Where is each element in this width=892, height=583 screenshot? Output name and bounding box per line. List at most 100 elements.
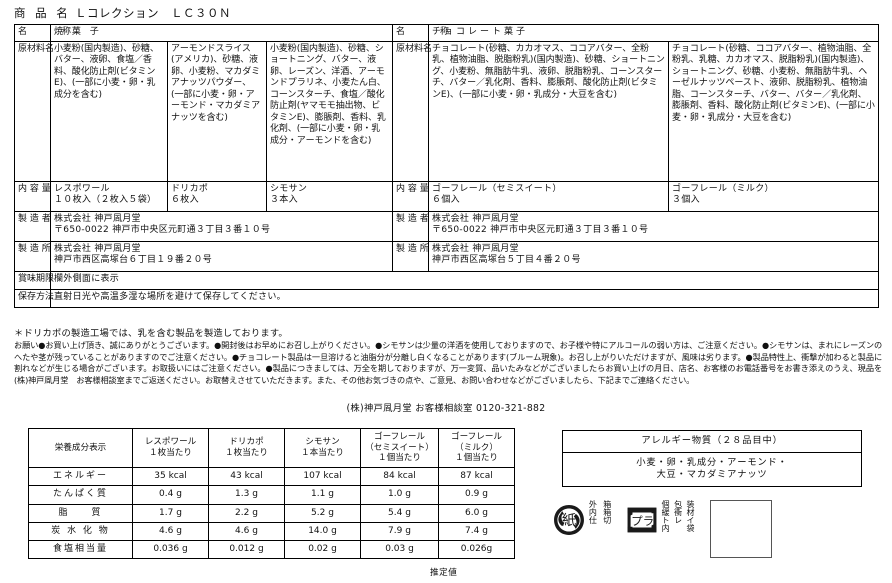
factory-right: 株式会社 神戸凮月堂 神戸市西区高塚台５丁目４番２０号 bbox=[428, 240, 880, 272]
nutrition-cell: 0.012 g bbox=[208, 540, 285, 560]
content-shimosan: シモサン ３本入 bbox=[265, 180, 394, 212]
row-header-best-before: 賞味期限 bbox=[14, 270, 54, 290]
nutrition-row-label: たんぱく質 bbox=[28, 485, 133, 505]
svg-text:紙: 紙 bbox=[562, 512, 576, 529]
content-dricapo: ドリカポ ６枚入 bbox=[167, 180, 267, 212]
manufacturer-left-name: 株式会社 神戸凮月堂 bbox=[54, 213, 141, 224]
storage-value: 直射日光や高温多湿な場所を避けて保存してください。 bbox=[49, 288, 880, 308]
allergy-items: 小麦・卵・乳成分・アーモンド・ 大豆・マカダミアナッツ bbox=[562, 451, 862, 487]
row-header-storage: 保存方法 bbox=[14, 288, 54, 308]
category-left: 焼 菓 子 bbox=[49, 24, 394, 42]
nutrition-cell: 7.9 g bbox=[360, 521, 439, 542]
row-header-manufacturer-right: 製 造 者 bbox=[392, 210, 430, 242]
nutrition-cell: 4.6 g bbox=[208, 521, 285, 542]
content-gaufrer-semisweet: ゴーフレール（セミスイート） ６個入 bbox=[428, 180, 670, 212]
allergy-title-row: アレルギー物質（２８品目中） bbox=[562, 430, 862, 453]
table-row: 炭 水 化 物 4.6 g 4.6 g 14.0 g 7.9 g 7.4 g bbox=[28, 521, 515, 542]
content-gaufrer-milk-name: ゴーフレール（ミルク） bbox=[672, 183, 774, 194]
nutrition-row-label: 脂 質 bbox=[28, 503, 133, 523]
table-row: エネルギー 35 kcal 43 kcal 107 kcal 84 kcal 8… bbox=[28, 467, 515, 487]
nutrition-col-shimosan: シモサン １本当たり bbox=[284, 427, 361, 469]
nutrition-col-gaufrer-semisweet: ゴーフレール （セミスイート） １個当たり bbox=[360, 427, 439, 469]
blank-stamp-box bbox=[709, 500, 772, 558]
category-right: チョコレート菓子 bbox=[428, 24, 880, 42]
content-dricapo-name: ドリカポ bbox=[171, 183, 209, 194]
nutrition-corner-label: 栄養成分表示 bbox=[28, 427, 133, 469]
content-lespoir-qty: １０枚入（２枚入５袋） bbox=[54, 195, 157, 206]
ingredients-gaufrer-milk: チョコレート(砂糖、ココアバター、植物油脂、全粉乳、乳糖、カカオマス、脱脂粉乳)… bbox=[668, 40, 880, 182]
table-row-factory: 製 造 所 株式会社 神戸凮月堂 神戸市西区高塚台６丁目１９番２０号 製 造 所… bbox=[14, 240, 880, 272]
content-dricapo-qty: ６枚入 bbox=[171, 195, 199, 206]
page-title: 商 品 名 Ｌコレクション ＬＣ３０Ｎ bbox=[14, 5, 231, 21]
allergy-title: アレルギー物質（２８品目中） bbox=[562, 430, 862, 453]
table-row-storage: 保存方法 直射日光や高温多湿な場所を避けて保存してください。 bbox=[14, 288, 880, 308]
nutrition-table: 栄養成分表示 レスポワール １枚当たり ドリカポ １枚当たり シモサン １本当たり ゴ… bbox=[28, 427, 515, 560]
product-name-value: Ｌコレクション ＬＣ３０Ｎ bbox=[74, 6, 231, 20]
nutrition-row-label: エネルギー bbox=[28, 467, 133, 487]
manufacturer-right: 株式会社 神戸凮月堂 〒650-0022 神戸市中央区元町通３丁目３番１０号 bbox=[428, 210, 880, 242]
product-name-label: 商 品 名 bbox=[14, 6, 71, 20]
ingredients-shimosan: 小麦粉(国内製造)、砂糖、ショートニング、バター、液卵、レーズン、洋酒、アーモン… bbox=[265, 40, 394, 182]
nutrition-cell: 5.4 g bbox=[360, 503, 439, 523]
paper-mark-label-1: 外内仕 bbox=[588, 500, 598, 524]
nutrition-cell: 5.2 g bbox=[284, 503, 361, 523]
factory-left-address: 神戸市西区高塚台６丁目１９番２０号 bbox=[54, 255, 213, 266]
row-header-ingredients-right: 原材料名 bbox=[392, 40, 432, 182]
nutrition-cell: 0.03 g bbox=[360, 540, 439, 560]
label-table: 名 称 焼 菓 子 名 称 チョコレート菓子 原材料名 小麦粉(国内製造)、砂糖… bbox=[14, 24, 880, 308]
ingredients-gaufrer-semisweet: チョコレート(砂糖、カカオマス、ココアバター、全粉乳、植物油脂、脱脂粉乳)(国内… bbox=[428, 40, 670, 182]
nutrition-cell: 2.2 g bbox=[208, 503, 285, 523]
nutrition-row-label: 炭 水 化 物 bbox=[28, 521, 133, 542]
row-header-content-left: 内 容 量 bbox=[14, 180, 51, 212]
content-lespoir-name: レスポワール bbox=[54, 183, 110, 194]
paper-mark-group: 紙 外内仕 箱箱切 bbox=[552, 500, 612, 540]
row-header-ingredients-left: 原材料名 bbox=[14, 40, 54, 182]
nutrition-row-label: 食塩相当量 bbox=[28, 540, 133, 560]
nutrition-cell: 0.9 g bbox=[438, 485, 515, 505]
nutrition-cell: 7.4 g bbox=[438, 521, 515, 542]
plastic-mark-group: プラ 個緩ト内 包衝レ 装材イ袋 bbox=[625, 500, 695, 540]
svg-text:プラ: プラ bbox=[631, 514, 654, 528]
manufacturer-left: 株式会社 神戸凮月堂 〒650-0022 神戸市中央区元町通３丁目３番１０号 bbox=[49, 210, 394, 242]
note-body: お願い●お買い上げ頂き、誠にありがとうございます。●開封後はお早めにお召し上がり… bbox=[14, 340, 882, 385]
table-row-manufacturer: 製 造 者 株式会社 神戸凮月堂 〒650-0022 神戸市中央区元町通３丁目３… bbox=[14, 210, 880, 242]
nutrition-cell: 0.02 g bbox=[284, 540, 361, 560]
table-row: 食塩相当量 0.036 g 0.012 g 0.02 g 0.03 g 0.02… bbox=[28, 540, 515, 560]
table-row: たんぱく質 0.4 g 1.3 g 1.1 g 1.0 g 0.9 g bbox=[28, 485, 515, 505]
manufacturer-right-address: 〒650-0022 神戸市中央区元町通３丁目３番１０号 bbox=[432, 225, 649, 236]
plastic-mark-label-3: 装材イ袋 bbox=[685, 500, 695, 532]
nutrition-cell: 87 kcal bbox=[438, 467, 515, 487]
table-row-content: 内 容 量 レスポワール １０枚入（２枚入５袋） ドリカポ ６枚入 シモサン ３… bbox=[14, 180, 880, 212]
nutrition-header-row: 栄養成分表示 レスポワール １枚当たり ドリカポ １枚当たり シモサン １本当たり ゴ… bbox=[28, 427, 515, 469]
plastic-recycle-icon: プラ bbox=[627, 507, 657, 533]
nutrition-footnote: 推定値 bbox=[430, 568, 458, 578]
nutrition-cell: 1.7 g bbox=[132, 503, 209, 523]
table-row-name: 名 称 焼 菓 子 名 称 チョコレート菓子 bbox=[14, 24, 880, 42]
nutrition-col-gaufrer-milk: ゴーフレール （ミルク） １個当たり bbox=[438, 427, 515, 469]
nutrition-col-lespoir: レスポワール １枚当たり bbox=[132, 427, 209, 469]
allergy-box: アレルギー物質（２８品目中） 小麦・卵・乳成分・アーモンド・ 大豆・マカダミアナッ… bbox=[562, 430, 862, 487]
nutrition-cell: 0.4 g bbox=[132, 485, 209, 505]
content-gaufrer-milk-qty: ３個入 bbox=[672, 195, 700, 206]
factory-right-address: 神戸市西区高塚台５丁目４番２０号 bbox=[432, 255, 581, 266]
recycling-marks: 紙 外内仕 箱箱切 プラ 個緩ト内 包衝レ 装材イ袋 bbox=[552, 500, 772, 558]
factory-left-name: 株式会社 神戸凮月堂 bbox=[54, 243, 141, 254]
manufacturer-left-address: 〒650-0022 神戸市中央区元町通３丁目３番１０号 bbox=[54, 225, 271, 236]
nutrition-cell: 1.3 g bbox=[208, 485, 285, 505]
row-header-content-right: 内 容 量 bbox=[392, 180, 430, 212]
nutrition-cell: 107 kcal bbox=[284, 467, 361, 487]
row-header-manufacturer-left: 製 造 者 bbox=[14, 210, 51, 242]
nutrition-cell: 1.0 g bbox=[360, 485, 439, 505]
plastic-mark-label-1: 個緩ト内 bbox=[661, 500, 671, 532]
content-gaufrer-semisweet-name: ゴーフレール（セミスイート） bbox=[432, 183, 562, 194]
table-row-best-before: 賞味期限 欄外側面に表示 bbox=[14, 270, 880, 290]
content-shimosan-name: シモサン bbox=[270, 183, 308, 194]
content-lespoir: レスポワール １０枚入（２枚入５袋） bbox=[50, 180, 168, 212]
note-asterisk: ＊ドリカポの製造工場では、乳を含む製品を製造しております。 bbox=[14, 328, 288, 339]
row-header-name-right: 名 称 bbox=[392, 24, 449, 42]
factory-right-name: 株式会社 神戸凮月堂 bbox=[432, 243, 519, 254]
content-gaufrer-milk: ゴーフレール（ミルク） ３個入 bbox=[668, 180, 880, 212]
nutrition-cell: 43 kcal bbox=[208, 467, 285, 487]
row-header-name-left: 名 称 bbox=[14, 24, 71, 42]
